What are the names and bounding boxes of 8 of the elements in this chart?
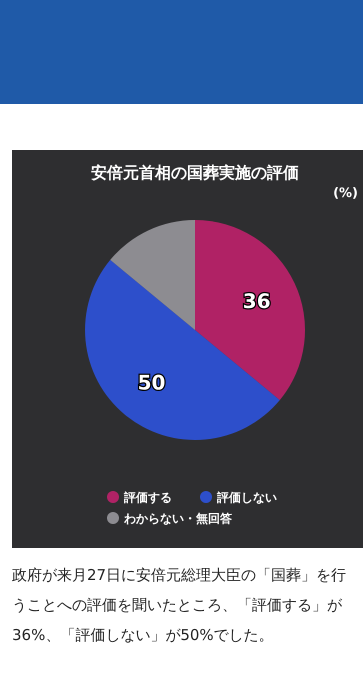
text: (%): [333, 186, 358, 201]
data-label: 50: [138, 370, 166, 395]
legend-label: 評価しない: [216, 490, 277, 504]
text: 政府が来月27日に安倍元総理大臣の「国葬」を行うことへの評価を聞いたところ、「評価する」が36%、「評価しない」が50%でした。: [12, 565, 348, 646]
legend-label: わからない・無回答: [123, 512, 233, 526]
legend-label: 評価する: [123, 490, 172, 504]
data-label: 36: [242, 288, 271, 313]
chart-title: 安倍元首相の国葬実施の評価: [91, 163, 299, 182]
